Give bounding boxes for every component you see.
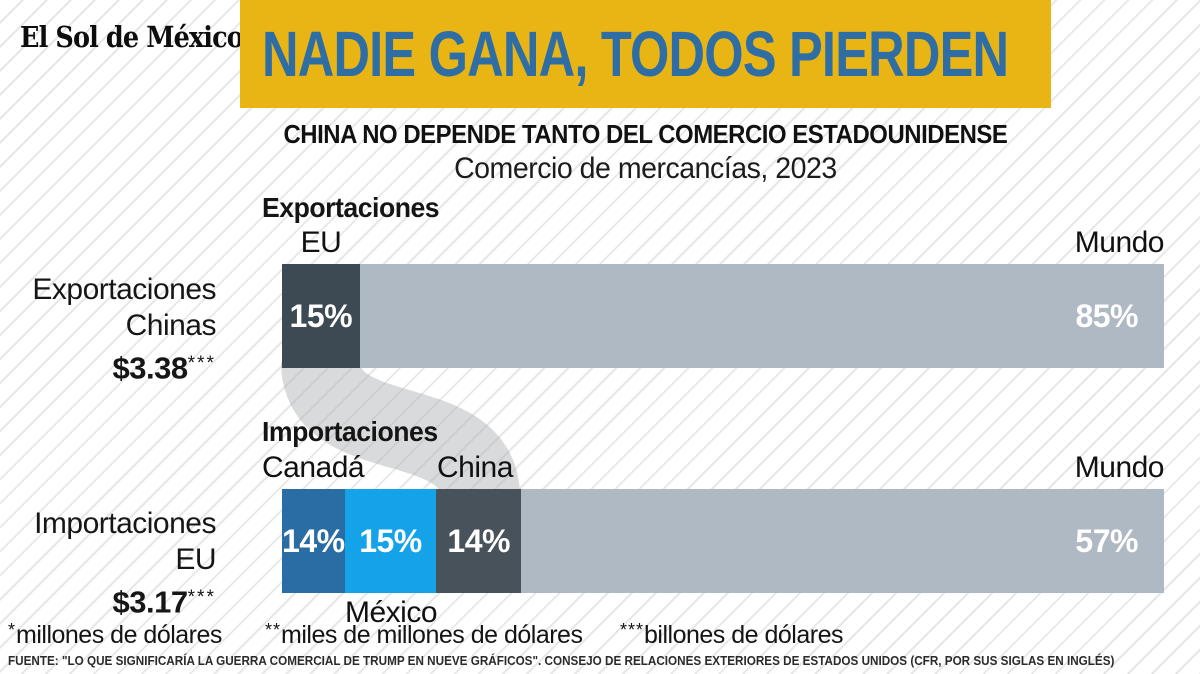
segment-top-label-mundo-exports: Mundo — [1074, 226, 1165, 259]
imports-bar: 14% 15% 14% 57% — [282, 489, 1164, 593]
segment-top-label-mundo-imports: Mundo — [1074, 451, 1165, 484]
exports-mundo-value: 85% — [1075, 297, 1138, 334]
newspaper-logo-text: El Sol de México — [20, 20, 244, 54]
imports-row-label-line2: EU — [175, 543, 216, 576]
exports-total-stars: *** — [187, 353, 216, 374]
chart-headings: CHINA NO DEPENDE TANTO DEL COMERCIO ESTA… — [240, 119, 1051, 186]
imports-segment-canada: 14% — [282, 489, 345, 593]
footnote-billones: ***billones de dólares — [620, 620, 843, 649]
segment-top-label-china: China — [437, 451, 513, 484]
exports-segment-mundo: 85% — [359, 264, 1164, 368]
exports-row-label-line1: Exportaciones — [32, 273, 216, 306]
main-title: NADIE GANA, TODOS PIERDEN — [262, 18, 1009, 90]
chart-period: Comercio de mercancías, 2023 — [454, 152, 837, 185]
imports-row-total: $3.17*** — [112, 584, 216, 620]
imports-canada-value: 14% — [282, 522, 345, 559]
footnote-millones: *millones de dólares — [8, 620, 222, 649]
imports-total-stars: *** — [187, 587, 216, 608]
segment-top-label-eu: EU — [300, 226, 342, 259]
imports-mexico-value: 15% — [359, 522, 422, 559]
exports-eu-value: 15% — [289, 297, 353, 334]
exports-bar: 15% 85% — [282, 264, 1164, 368]
exports-segment-eu: 15% — [282, 264, 360, 368]
exports-row-total: $3.38*** — [112, 350, 216, 386]
newspaper-logo: El Sol de México — [20, 20, 244, 60]
headline-banner: NADIE GANA, TODOS PIERDEN — [240, 0, 1051, 108]
section-label-exports: Exportaciones — [262, 192, 440, 223]
imports-mundo-value: 57% — [1075, 522, 1138, 559]
segment-bottom-label-mexico: México — [345, 596, 438, 629]
imports-segment-china: 14% — [436, 489, 521, 593]
imports-row-label: Importaciones EU $3.17*** — [0, 506, 216, 621]
section-label-imports: Importaciones — [262, 416, 438, 447]
imports-segment-mundo: 57% — [521, 489, 1164, 593]
source-line: FUENTE: "LO QUE SIGNIFICARÍA LA GUERRA C… — [8, 653, 1115, 668]
exports-row-label: Exportaciones Chinas $3.38*** — [0, 272, 216, 387]
imports-china-value: 14% — [447, 522, 510, 559]
imports-segment-mexico: 15% — [344, 489, 437, 593]
exports-row-label-line2: Chinas — [125, 309, 217, 342]
chart-kicker: CHINA NO DEPENDE TANTO DEL COMERCIO ESTA… — [283, 119, 1008, 149]
segment-top-label-canada: Canadá — [262, 451, 365, 484]
footnote-miles-de-millones: **miles de millones de dólares — [265, 620, 583, 649]
imports-row-label-line1: Importaciones — [34, 507, 216, 540]
